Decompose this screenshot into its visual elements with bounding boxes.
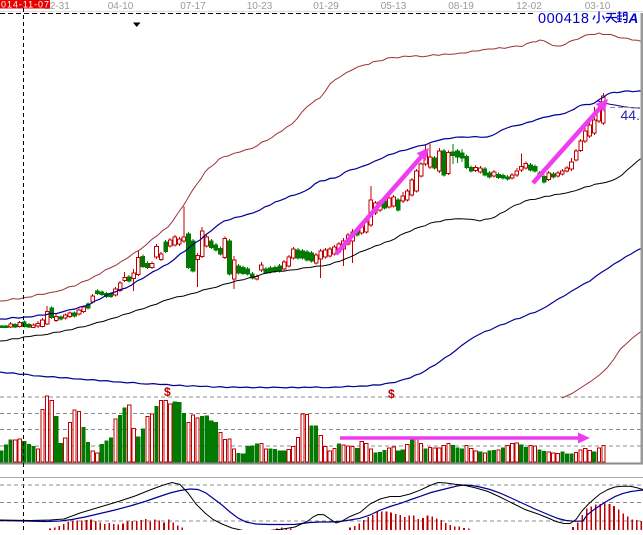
svg-text:A: A [628,11,639,26]
svg-text:$: $ [164,385,171,399]
svg-text:000418: 000418 [538,11,589,27]
svg-text:07-17: 07-17 [180,1,206,12]
svg-text:05-13: 05-13 [381,1,407,12]
svg-text:01-29: 01-29 [313,1,339,12]
svg-text:10-23: 10-23 [247,1,273,12]
svg-text:44.0: 44.0 [621,107,643,123]
svg-text:014-11-07: 014-11-07 [1,0,49,10]
svg-text:$: $ [388,387,395,401]
svg-text:04-10: 04-10 [108,1,134,12]
svg-text:08-19: 08-19 [448,1,474,12]
